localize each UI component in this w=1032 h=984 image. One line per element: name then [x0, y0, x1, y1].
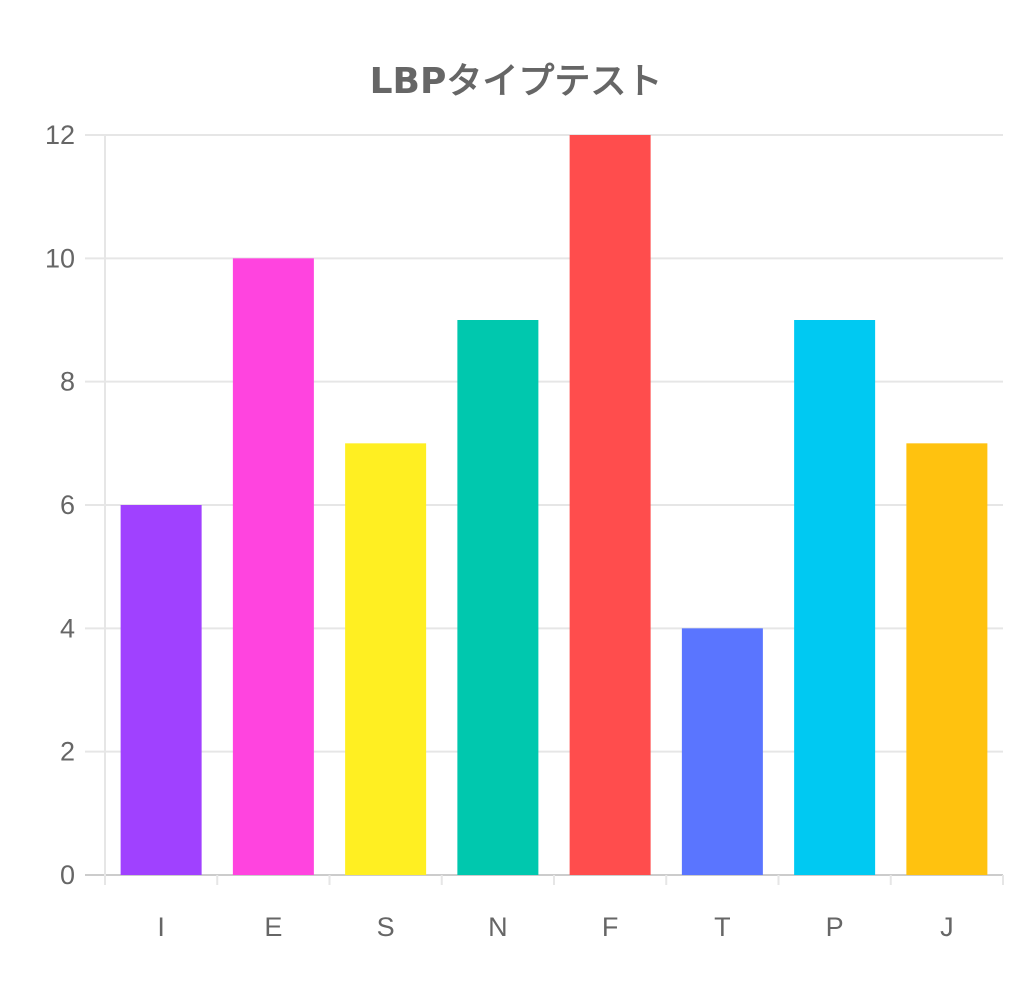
- y-tick-label: 2: [60, 737, 75, 767]
- bar-J: [906, 443, 988, 875]
- bar-S: [345, 443, 427, 875]
- bar-T: [681, 628, 763, 875]
- x-tick-label: T: [714, 912, 731, 942]
- bar-I: [120, 505, 202, 875]
- y-tick-label: 4: [60, 613, 75, 643]
- y-tick-label: 6: [60, 490, 75, 520]
- bar-F: [569, 135, 651, 875]
- x-tick-label: N: [488, 912, 508, 942]
- bar-P: [794, 320, 876, 875]
- x-tick-label: S: [377, 912, 395, 942]
- bar-E: [232, 258, 314, 875]
- y-tick-label: 12: [45, 120, 75, 150]
- chart-title: LBPタイプテスト: [369, 61, 663, 102]
- x-tick-label: I: [157, 912, 165, 942]
- x-tick-label: P: [826, 912, 844, 942]
- bar-N: [457, 320, 539, 875]
- y-tick-label: 8: [60, 367, 75, 397]
- x-tick-label: E: [264, 912, 282, 942]
- x-tick-label: F: [602, 912, 619, 942]
- y-tick-label: 0: [60, 860, 75, 890]
- y-tick-label: 10: [45, 243, 75, 273]
- x-tick-label: J: [940, 912, 954, 942]
